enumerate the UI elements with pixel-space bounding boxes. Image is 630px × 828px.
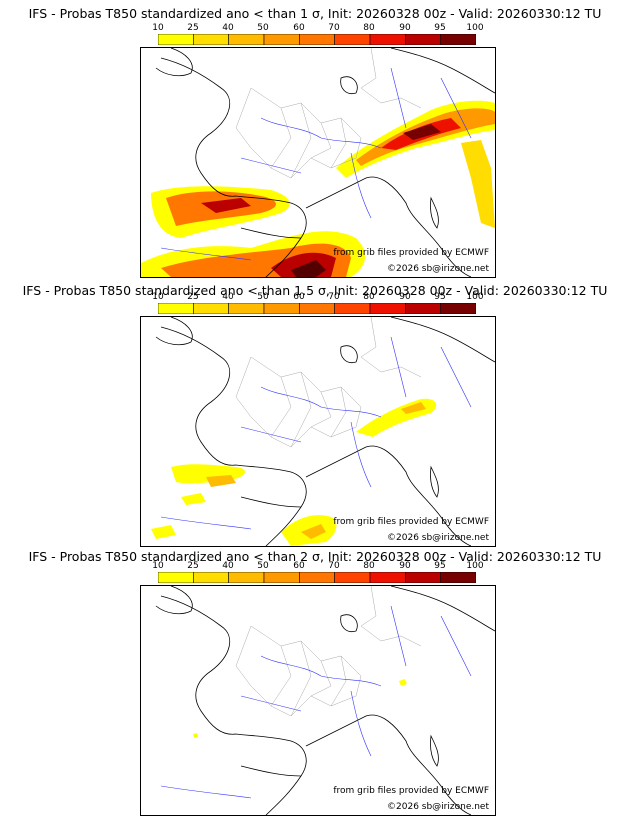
copyright-credit: ©2026 sb@irizone.net [387, 533, 489, 543]
panel-1-color-scale [158, 34, 476, 45]
color-scale-cell [193, 572, 229, 583]
regional-borders [235, 48, 422, 179]
probability-shading [193, 679, 407, 738]
color-scale-cell [263, 34, 300, 45]
scale-label: 40 [222, 292, 234, 302]
scale-label: 40 [222, 561, 234, 571]
source-credit: from grib files provided by ECMWF [333, 517, 489, 527]
panel-3-scale-labels: 10 25 40 50 60 70 80 90 95 100 [148, 561, 488, 571]
scale-label: 60 [293, 292, 305, 302]
color-scale-cell [193, 303, 229, 314]
probability-shading [141, 100, 495, 277]
color-scale-cell [334, 572, 371, 583]
color-scale-cell [193, 34, 229, 45]
color-scale-cell [228, 572, 265, 583]
scale-label: 50 [257, 23, 269, 33]
color-scale-cell [440, 303, 476, 314]
color-scale-cell [369, 303, 406, 314]
color-scale-cell [299, 572, 335, 583]
regional-borders [235, 317, 422, 448]
scale-label: 95 [434, 292, 446, 302]
coastlines [155, 586, 495, 815]
scale-label: 90 [399, 561, 411, 571]
scale-label: 100 [466, 561, 484, 571]
rivers [160, 67, 472, 261]
scale-label: 95 [434, 561, 446, 571]
color-scale-cell [369, 572, 406, 583]
scale-label: 80 [363, 292, 375, 302]
color-scale-cell [158, 34, 194, 45]
scale-label: 100 [466, 292, 484, 302]
map-svg [151, 317, 495, 546]
scale-label: 50 [257, 561, 269, 571]
scale-label: 70 [328, 292, 340, 302]
scale-label: 90 [399, 292, 411, 302]
panel-1-map: from grib files provided by ECMWF ©2026 … [140, 47, 496, 278]
panel-2-scale-labels: 10 25 40 50 60 70 80 90 95 100 [148, 292, 488, 302]
scale-label: 50 [257, 292, 269, 302]
panel-1-title: IFS - Probas T850 standardized ano < tha… [28, 6, 602, 21]
coastlines [155, 48, 495, 277]
scale-label: 10 [152, 23, 164, 33]
scale-label: 10 [152, 292, 164, 302]
scale-label: 25 [187, 292, 199, 302]
color-scale-cell [263, 303, 300, 314]
regional-borders [235, 586, 422, 717]
color-scale-cell [158, 303, 194, 314]
probability-shading [151, 398, 437, 546]
source-credit: from grib files provided by ECMWF [333, 248, 489, 258]
color-scale-cell [369, 34, 406, 45]
scale-label: 70 [328, 561, 340, 571]
panel-3-title: IFS - Probas T850 standardized ano < tha… [28, 549, 602, 564]
color-scale-cell [228, 34, 265, 45]
panel-2-color-scale [158, 303, 476, 314]
panel-1-scale-labels: 10 25 40 50 60 70 80 90 95 100 [148, 23, 488, 33]
scale-label: 25 [187, 23, 199, 33]
color-scale-cell [440, 34, 476, 45]
scale-label: 60 [293, 23, 305, 33]
color-scale-cell [263, 572, 300, 583]
color-scale-cell [405, 303, 441, 314]
color-scale-cell [405, 34, 441, 45]
panel-3-color-scale [158, 572, 476, 583]
scale-label: 60 [293, 561, 305, 571]
color-scale-cell [440, 572, 476, 583]
color-scale-cell [228, 303, 265, 314]
color-scale-cell [334, 34, 371, 45]
copyright-credit: ©2026 sb@irizone.net [387, 264, 489, 274]
panel-3-map: from grib files provided by ECMWF ©2026 … [140, 585, 496, 816]
rivers [160, 605, 472, 799]
rivers [160, 336, 472, 530]
color-scale-cell [299, 303, 335, 314]
scale-label: 90 [399, 23, 411, 33]
color-scale-cell [405, 572, 441, 583]
copyright-credit: ©2026 sb@irizone.net [387, 802, 489, 812]
scale-label: 25 [187, 561, 199, 571]
scale-label: 10 [152, 561, 164, 571]
panel-2-title: IFS - Probas T850 standardized ano < tha… [22, 283, 608, 298]
scale-label: 95 [434, 23, 446, 33]
color-scale-cell [334, 303, 371, 314]
scale-label: 40 [222, 23, 234, 33]
map-svg [155, 586, 495, 815]
source-credit: from grib files provided by ECMWF [333, 786, 489, 796]
map-svg [141, 48, 495, 277]
coastlines [155, 317, 495, 546]
color-scale-cell [299, 34, 335, 45]
scale-label: 100 [466, 23, 484, 33]
scale-label: 80 [363, 23, 375, 33]
scale-label: 70 [328, 23, 340, 33]
scale-label: 80 [363, 561, 375, 571]
color-scale-cell [158, 572, 194, 583]
panel-2-map: from grib files provided by ECMWF ©2026 … [140, 316, 496, 547]
